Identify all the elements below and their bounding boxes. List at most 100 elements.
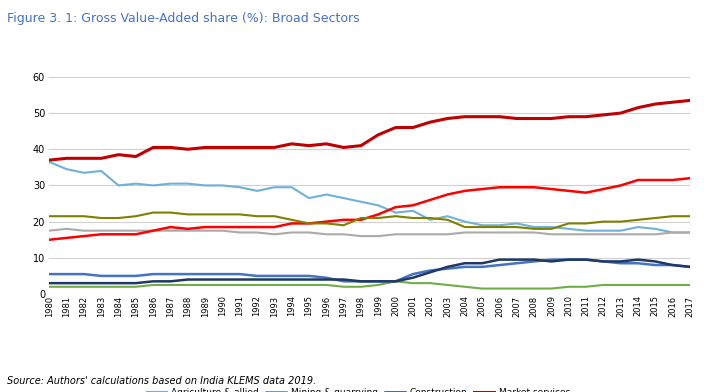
Manufacturing — [565, 232, 573, 237]
Non-market services — [45, 214, 54, 219]
Manufacturing — [166, 228, 175, 233]
Market services — [80, 156, 88, 161]
Construction — [599, 259, 608, 264]
Construction — [460, 261, 469, 266]
Mining & quarrying — [617, 261, 625, 266]
Construction — [253, 277, 261, 282]
Services — [45, 238, 54, 242]
Mining & quarrying — [444, 266, 452, 271]
Utilities — [651, 283, 660, 287]
Market services — [513, 116, 521, 121]
Services — [236, 225, 244, 229]
Utilities — [668, 283, 677, 287]
Agriculture & allied — [305, 196, 313, 200]
Manufacturing — [63, 227, 71, 231]
Market services — [374, 132, 382, 137]
Manufacturing — [495, 230, 503, 235]
Services — [426, 198, 434, 202]
Construction — [80, 281, 88, 285]
Agriculture & allied — [236, 185, 244, 190]
Construction — [357, 279, 365, 284]
Market services — [322, 142, 331, 146]
Non-market services — [287, 218, 296, 222]
Mining & quarrying — [218, 272, 227, 276]
Manufacturing — [236, 230, 244, 235]
Construction — [339, 277, 348, 282]
Utilities — [513, 286, 521, 291]
Services — [668, 178, 677, 182]
Market services — [651, 102, 660, 106]
Utilities — [322, 283, 331, 287]
Utilities — [374, 283, 382, 287]
Agriculture & allied — [339, 196, 348, 200]
Services — [339, 218, 348, 222]
Mining & quarrying — [114, 274, 122, 278]
Manufacturing — [547, 232, 555, 237]
Mining & quarrying — [97, 274, 106, 278]
Utilities — [686, 283, 694, 287]
Utilities — [287, 283, 296, 287]
Utilities — [63, 285, 71, 289]
Agriculture & allied — [253, 189, 261, 193]
Services — [444, 192, 452, 197]
Non-market services — [686, 214, 694, 219]
Manufacturing — [686, 230, 694, 235]
Utilities — [547, 286, 555, 291]
Mining & quarrying — [599, 259, 608, 264]
Mining & quarrying — [582, 257, 590, 262]
Line: Agriculture & allied: Agriculture & allied — [49, 162, 690, 232]
Mining & quarrying — [132, 274, 140, 278]
Manufacturing — [634, 232, 642, 237]
Manufacturing — [322, 232, 331, 237]
Manufacturing — [149, 228, 158, 233]
Construction — [651, 259, 660, 264]
Mining & quarrying — [253, 274, 261, 278]
Utilities — [530, 286, 539, 291]
Agriculture & allied — [513, 221, 521, 226]
Manufacturing — [478, 230, 486, 235]
Agriculture & allied — [495, 223, 503, 228]
Construction — [617, 259, 625, 264]
Construction — [166, 279, 175, 284]
Mining & quarrying — [530, 259, 539, 264]
Non-market services — [444, 218, 452, 222]
Mining & quarrying — [686, 265, 694, 269]
Manufacturing — [374, 234, 382, 238]
Services — [287, 221, 296, 226]
Utilities — [478, 286, 486, 291]
Non-market services — [80, 214, 88, 219]
Line: Services: Services — [49, 178, 690, 240]
Non-market services — [634, 218, 642, 222]
Mining & quarrying — [426, 268, 434, 273]
Market services — [617, 111, 625, 115]
Utilities — [305, 283, 313, 287]
Services — [305, 221, 313, 226]
Utilities — [391, 279, 400, 284]
Market services — [339, 145, 348, 150]
Non-market services — [478, 225, 486, 229]
Utilities — [149, 283, 158, 287]
Services — [391, 205, 400, 209]
Agriculture & allied — [651, 227, 660, 231]
Services — [651, 178, 660, 182]
Manufacturing — [513, 230, 521, 235]
Utilities — [166, 283, 175, 287]
Mining & quarrying — [201, 272, 209, 276]
Agriculture & allied — [184, 181, 192, 186]
Services — [374, 212, 382, 217]
Services — [408, 203, 417, 208]
Services — [184, 227, 192, 231]
Market services — [444, 116, 452, 121]
Utilities — [599, 283, 608, 287]
Services — [686, 176, 694, 181]
Agriculture & allied — [634, 225, 642, 229]
Manufacturing — [114, 228, 122, 233]
Services — [495, 185, 503, 190]
Agriculture & allied — [668, 230, 677, 235]
Manufacturing — [339, 232, 348, 237]
Agriculture & allied — [478, 223, 486, 228]
Market services — [426, 120, 434, 125]
Agriculture & allied — [460, 219, 469, 224]
Construction — [270, 277, 279, 282]
Services — [460, 189, 469, 193]
